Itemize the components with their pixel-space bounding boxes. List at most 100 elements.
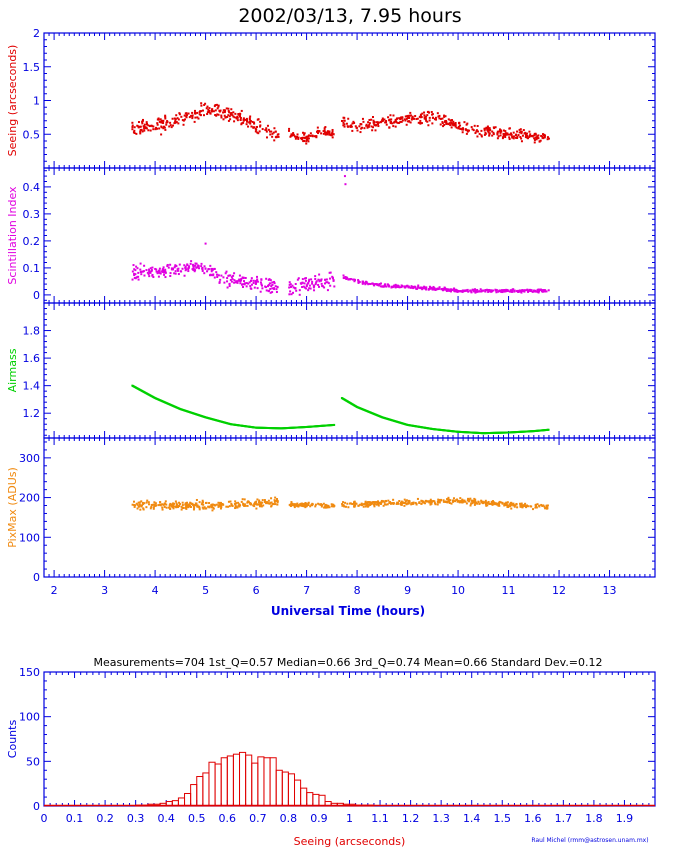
histogram-xtick-label: 1 bbox=[346, 812, 353, 825]
pixmax-point bbox=[520, 503, 523, 506]
scint-point bbox=[484, 289, 487, 292]
seeing-point bbox=[145, 121, 148, 124]
seeing-point bbox=[303, 133, 306, 136]
pixmax-point bbox=[416, 497, 419, 500]
pixmax-point bbox=[434, 503, 437, 506]
pixmax-point bbox=[346, 502, 349, 505]
histogram-xlabel: Seeing (arcseconds) bbox=[294, 835, 406, 848]
scint-point bbox=[385, 285, 388, 288]
scint-point bbox=[429, 287, 432, 290]
seeing-point bbox=[423, 111, 426, 114]
seeing-point bbox=[261, 128, 264, 131]
pixmax-point bbox=[307, 503, 310, 506]
scint-point bbox=[443, 286, 446, 289]
pixmax-point bbox=[545, 504, 548, 507]
scint-point bbox=[384, 285, 387, 288]
seeing-point bbox=[463, 121, 466, 124]
seeing-point bbox=[415, 118, 418, 121]
seeing-point bbox=[211, 108, 214, 111]
scint-point bbox=[256, 278, 259, 281]
pixmax-point bbox=[142, 508, 145, 511]
seeing-point bbox=[292, 132, 295, 135]
seeing-point bbox=[160, 133, 163, 136]
figure-title: 2002/03/13, 7.95 hours bbox=[238, 5, 461, 27]
seeing-point bbox=[220, 116, 223, 119]
seeing-point bbox=[287, 129, 290, 132]
scint-point bbox=[131, 278, 134, 281]
pixmax-point bbox=[212, 503, 215, 506]
pixmax-point bbox=[508, 503, 511, 506]
scint-point bbox=[204, 267, 207, 270]
scint-point bbox=[474, 288, 477, 291]
pixmax-point bbox=[531, 508, 534, 511]
scint-point bbox=[273, 282, 276, 285]
seeing-point bbox=[414, 114, 417, 117]
seeing-point bbox=[245, 117, 248, 120]
seeing-point bbox=[493, 127, 496, 130]
scint-point bbox=[203, 272, 206, 275]
pixmax-point bbox=[324, 505, 327, 508]
pixmax-point bbox=[309, 505, 312, 508]
pixmax-point bbox=[354, 504, 357, 507]
seeing-point bbox=[222, 118, 225, 121]
scint-point bbox=[228, 285, 231, 288]
scint-point bbox=[235, 280, 238, 283]
seeing-point bbox=[136, 124, 139, 127]
pixmax-xtick-label: 5 bbox=[202, 584, 209, 597]
pixmax-xtick-label: 13 bbox=[603, 584, 617, 597]
seeing-point bbox=[470, 126, 473, 129]
seeing-point bbox=[240, 109, 243, 112]
seeing-point bbox=[154, 128, 157, 131]
pixmax-point bbox=[402, 501, 405, 504]
seeing-point bbox=[217, 105, 220, 108]
seeing-point bbox=[311, 134, 314, 137]
scint-point bbox=[237, 279, 240, 282]
pixmax-point bbox=[137, 501, 140, 504]
scint-point bbox=[260, 283, 263, 286]
pixmax-point bbox=[444, 500, 447, 503]
seeing-point bbox=[533, 138, 536, 141]
seeing-point bbox=[166, 121, 169, 124]
pixmax-point bbox=[508, 505, 511, 508]
scint-point bbox=[195, 266, 198, 269]
scint-point bbox=[137, 271, 140, 274]
pixmax-point bbox=[400, 503, 403, 506]
pixmax-point bbox=[195, 502, 198, 505]
seeing-point bbox=[401, 116, 404, 119]
seeing-point bbox=[211, 110, 214, 113]
pixmax-point bbox=[378, 501, 381, 504]
seeing-point bbox=[137, 121, 140, 124]
scint-point bbox=[238, 278, 241, 281]
scint-point bbox=[229, 274, 232, 277]
seeing-point bbox=[305, 142, 308, 145]
seeing-point bbox=[423, 114, 426, 117]
seeing-point bbox=[516, 130, 519, 133]
pixmax-point bbox=[302, 502, 305, 505]
seeing-point bbox=[309, 132, 312, 135]
histogram-ytick-label: 50 bbox=[26, 755, 40, 768]
seeing-point bbox=[452, 120, 455, 123]
seeing-point bbox=[178, 112, 181, 115]
pixmax-point bbox=[359, 503, 362, 506]
seeing-point bbox=[485, 127, 488, 130]
pixmax-point bbox=[342, 501, 345, 504]
pixmax-point bbox=[375, 501, 378, 504]
pixmax-xtick-label: 11 bbox=[502, 584, 516, 597]
pixmax-point bbox=[219, 507, 222, 510]
scint-point bbox=[325, 281, 328, 284]
pixmax-point bbox=[490, 503, 493, 506]
pixmax-point bbox=[234, 500, 237, 503]
seeing-point bbox=[504, 133, 507, 136]
histogram-xtick-label: 0.3 bbox=[127, 812, 145, 825]
seeing-point bbox=[466, 129, 469, 132]
histogram-bar bbox=[220, 757, 228, 807]
pixmax-point bbox=[447, 500, 450, 503]
scint-point bbox=[226, 286, 229, 289]
pixmax-point bbox=[202, 503, 205, 506]
seeing-point bbox=[455, 126, 458, 129]
pixmax-point bbox=[265, 502, 268, 505]
seeing-point bbox=[191, 111, 194, 114]
pixmax-point bbox=[529, 505, 532, 508]
pixmax-point bbox=[229, 500, 232, 503]
